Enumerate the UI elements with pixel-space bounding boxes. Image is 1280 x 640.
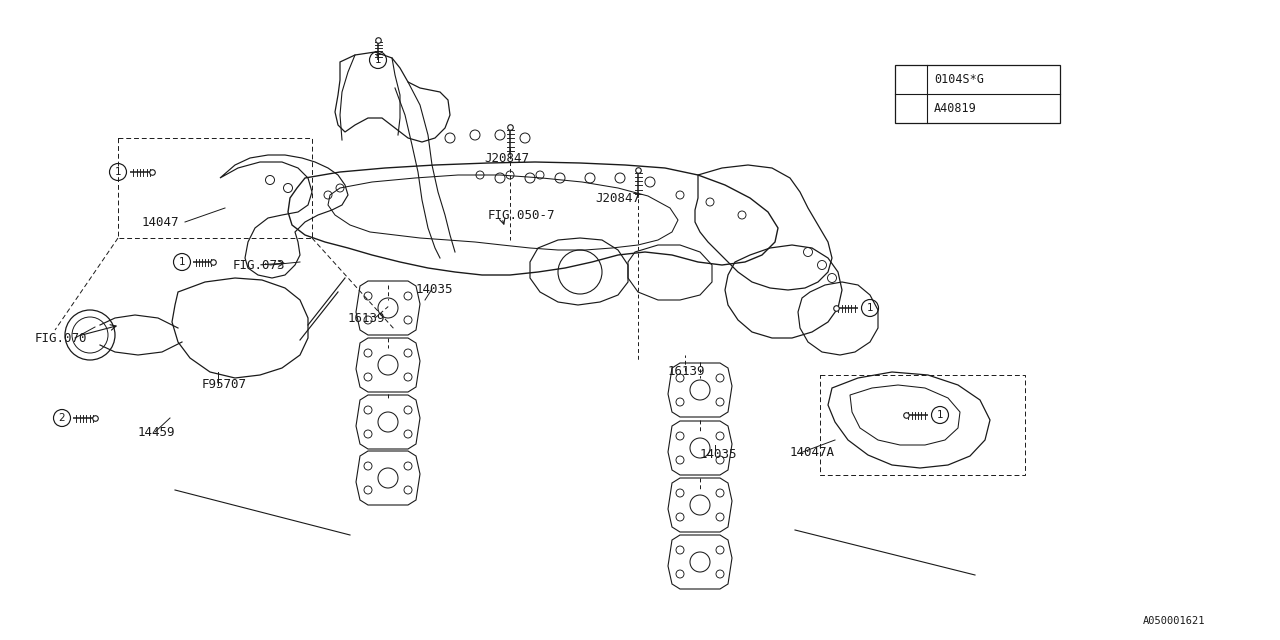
Text: 14047: 14047 (142, 216, 179, 228)
Text: 14047A: 14047A (790, 447, 835, 460)
Text: 14035: 14035 (700, 449, 737, 461)
Text: 1: 1 (375, 55, 381, 65)
Text: A050001621: A050001621 (1143, 616, 1204, 626)
Text: 14459: 14459 (138, 426, 175, 438)
Text: 2: 2 (908, 103, 914, 113)
Text: 14035: 14035 (416, 282, 453, 296)
Text: 16139: 16139 (348, 312, 385, 324)
Text: 1: 1 (937, 410, 943, 420)
Text: 1: 1 (867, 303, 873, 313)
Text: 0104S*G: 0104S*G (934, 72, 984, 86)
Text: 16139: 16139 (668, 365, 705, 378)
Text: 2: 2 (59, 413, 65, 423)
Text: FIG.050-7: FIG.050-7 (488, 209, 556, 221)
Text: J20847: J20847 (484, 152, 529, 164)
Text: 1: 1 (908, 74, 914, 84)
Text: J20847: J20847 (595, 191, 640, 205)
Text: 1: 1 (179, 257, 186, 267)
Text: FIG.073: FIG.073 (233, 259, 285, 271)
Text: F95707: F95707 (202, 378, 247, 392)
Text: FIG.070: FIG.070 (35, 332, 87, 344)
Text: 1: 1 (115, 167, 122, 177)
Bar (895, 65, 1060, 123)
Text: A40819: A40819 (934, 102, 977, 115)
